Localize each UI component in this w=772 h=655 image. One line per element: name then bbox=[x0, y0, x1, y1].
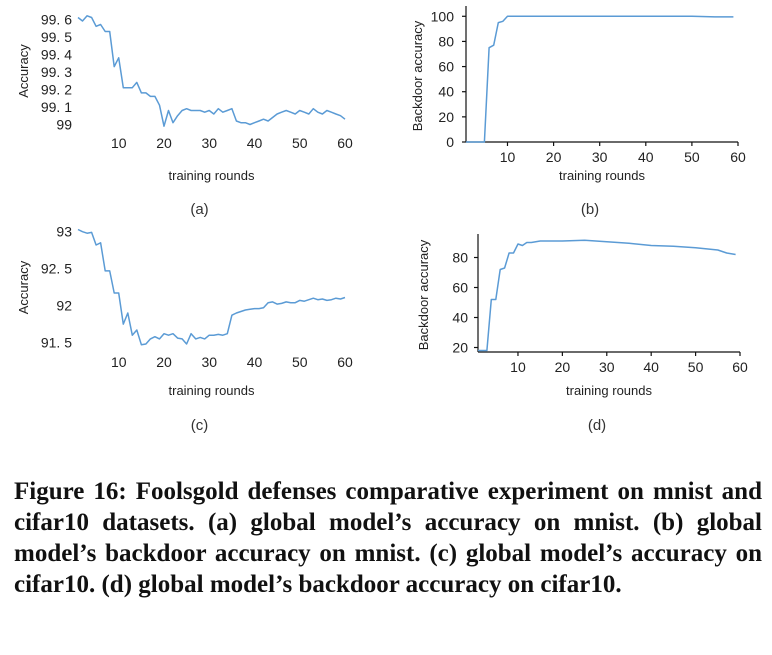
y-axis-label: Accuracy bbox=[16, 44, 31, 98]
subfigure-label: (d) bbox=[588, 417, 606, 434]
y-axis-label: Accuracy bbox=[16, 260, 31, 314]
x-tick-label: 10 bbox=[111, 354, 127, 370]
series-line bbox=[77, 228, 346, 346]
x-tick-label: 20 bbox=[555, 359, 571, 375]
x-tick-label: 30 bbox=[592, 149, 608, 165]
y-tick-label: 60 bbox=[438, 59, 454, 75]
series-line bbox=[77, 15, 346, 127]
x-tick-label: 50 bbox=[292, 354, 308, 370]
x-tick-label: 60 bbox=[732, 359, 748, 375]
y-tick-label: 100 bbox=[431, 8, 455, 24]
x-tick-label: 40 bbox=[638, 149, 654, 165]
y-tick-label: 99 bbox=[56, 116, 72, 132]
y-tick-label: 99. 3 bbox=[41, 64, 72, 80]
x-tick-label: 40 bbox=[247, 135, 263, 151]
chart-d-cifar10-backdoor-accuracy: 10 20 30 40 50 60 20 40 60 80 training rounds Backd… bbox=[416, 234, 748, 434]
x-axis-label: training rounds bbox=[169, 168, 255, 183]
x-axis-label: training rounds bbox=[169, 383, 255, 398]
y-tick-label: 93 bbox=[56, 224, 72, 240]
x-tick-label: 40 bbox=[643, 359, 659, 375]
chart-c-cifar10-accuracy: 10 20 30 40 50 60 91. 5 92 92. 5 93 training round… bbox=[16, 224, 353, 434]
x-tick-label: 40 bbox=[247, 354, 263, 370]
x-tick-label: 10 bbox=[510, 359, 526, 375]
x-axis-label: training rounds bbox=[566, 383, 652, 398]
x-tick-label: 10 bbox=[500, 149, 516, 165]
x-tick-label: 20 bbox=[546, 149, 562, 165]
y-axis-label: Backdoor accuracy bbox=[410, 20, 425, 131]
x-tick-label: 50 bbox=[292, 135, 308, 151]
x-tick-label: 60 bbox=[337, 135, 353, 151]
x-tick-label: 30 bbox=[599, 359, 615, 375]
y-tick-label: 20 bbox=[452, 340, 468, 356]
y-tick-label: 99. 1 bbox=[41, 99, 72, 115]
subfigure-label: (c) bbox=[191, 417, 209, 434]
y-tick-label: 40 bbox=[452, 310, 468, 326]
y-tick-label: 92. 5 bbox=[41, 261, 72, 277]
y-axis-label: Backdoor accuracy bbox=[416, 239, 431, 350]
series-line bbox=[478, 239, 736, 352]
y-tick-label: 99. 2 bbox=[41, 81, 72, 97]
x-tick-label: 10 bbox=[111, 135, 127, 151]
subfigure-label: (a) bbox=[190, 201, 208, 218]
subfigure-label: (b) bbox=[581, 201, 599, 218]
x-tick-label: 50 bbox=[688, 359, 704, 375]
y-tick-label: 80 bbox=[438, 33, 454, 49]
x-tick-label: 20 bbox=[156, 135, 172, 151]
figure-caption: Figure 16: Foolsgold defenses comparativ… bbox=[14, 478, 762, 598]
y-tick-label: 40 bbox=[438, 84, 454, 100]
x-tick-label: 30 bbox=[201, 135, 217, 151]
chart-b-mnist-backdoor-accuracy: 10 20 30 40 50 60 0 20 40 60 80 100 training rounds B… bbox=[410, 6, 746, 218]
y-tick-label: 0 bbox=[446, 134, 454, 150]
series-line bbox=[466, 15, 734, 143]
y-tick-label: 60 bbox=[452, 280, 468, 296]
y-tick-label: 99. 5 bbox=[41, 29, 72, 45]
y-tick-label: 92 bbox=[56, 298, 72, 314]
y-tick-label: 80 bbox=[452, 250, 468, 266]
x-tick-label: 60 bbox=[730, 149, 746, 165]
x-tick-label: 20 bbox=[156, 354, 172, 370]
y-tick-label: 99. 6 bbox=[41, 11, 72, 27]
x-axis-label: training rounds bbox=[559, 168, 645, 183]
x-tick-label: 60 bbox=[337, 354, 353, 370]
y-tick-label: 99. 4 bbox=[41, 46, 72, 62]
x-tick-label: 30 bbox=[201, 354, 217, 370]
x-tick-label: 50 bbox=[684, 149, 700, 165]
y-tick-label: 20 bbox=[438, 109, 454, 125]
y-tick-label: 91. 5 bbox=[41, 335, 72, 351]
